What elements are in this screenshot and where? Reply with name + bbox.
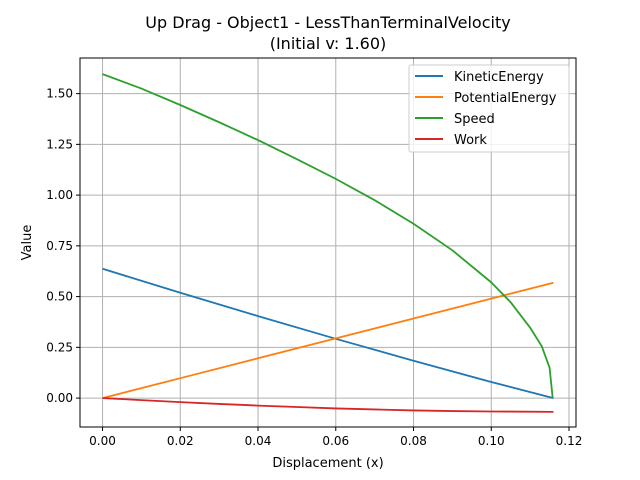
y-tick-label: 1.50	[46, 87, 73, 101]
x-tick-label: 0.06	[322, 434, 349, 448]
grid	[80, 58, 576, 427]
legend-label-speed: Speed	[454, 112, 495, 127]
legend-label-work: Work	[454, 133, 487, 148]
series-line-speed	[102, 73, 554, 399]
plot-frame	[79, 57, 577, 428]
y-tick-label: 0.75	[46, 239, 73, 253]
series-line-potential-energy	[102, 281, 554, 399]
x-tick-label: 0.08	[400, 434, 427, 448]
y-tick-label: 1.00	[46, 188, 73, 202]
x-tick-label: 0.04	[245, 434, 272, 448]
legend-box	[408, 64, 570, 153]
legend-label-potential-energy: PotentialEnergy	[454, 91, 557, 106]
y-axis-label: Value	[20, 225, 35, 261]
x-tick-label: 0.10	[478, 434, 505, 448]
x-tick-label: 0.02	[167, 434, 194, 448]
legend: KineticEnergy PotentialEnergy Speed Work	[408, 64, 570, 153]
chart-title: Up Drag - Object1 - LessThanTerminalVelo…	[145, 13, 510, 32]
y-axis: 0.00 0.25 0.50 0.75 1.00 1.25 1.50	[46, 87, 80, 405]
x-axis-label: Displacement (x)	[272, 456, 383, 471]
y-tick-label: 1.25	[46, 137, 73, 151]
legend-label-kinetic-energy: KineticEnergy	[454, 70, 544, 85]
x-tick-label: 0.12	[556, 434, 583, 448]
y-tick-label: 0.25	[46, 340, 73, 354]
series-lines	[102, 73, 554, 413]
y-tick-label: 0.00	[46, 391, 73, 405]
x-tick-label: 0.00	[89, 434, 116, 448]
x-axis: 0.00 0.02 0.04 0.06 0.08 0.10 0.12	[89, 427, 582, 448]
y-tick-label: 0.50	[46, 290, 73, 304]
chart-subtitle: (Initial v: 1.60)	[270, 34, 387, 53]
series-line-work	[102, 397, 554, 413]
